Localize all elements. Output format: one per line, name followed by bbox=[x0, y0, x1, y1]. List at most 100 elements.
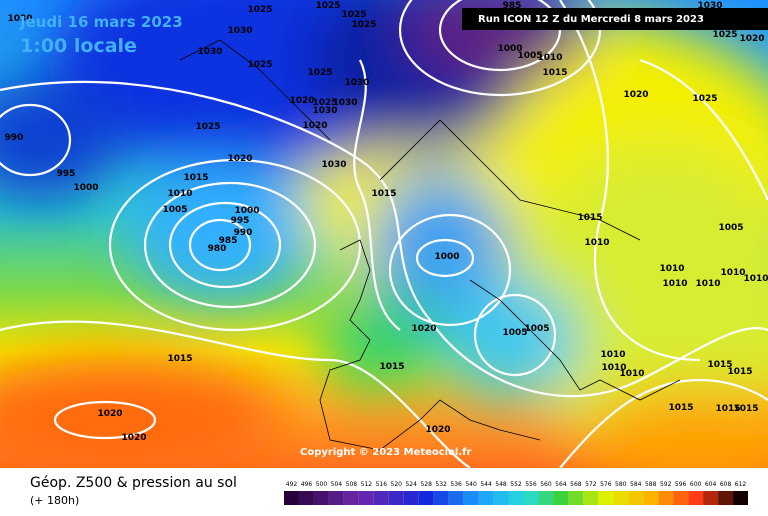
colorbar-label: 560 bbox=[540, 481, 552, 488]
isobars bbox=[0, 0, 768, 468]
colorbar-swatch bbox=[373, 491, 389, 505]
isobar-label: 1025 bbox=[315, 1, 340, 11]
colorbar-label: 564 bbox=[555, 481, 567, 488]
footer-title: Géop. Z500 & pression au sol bbox=[30, 475, 237, 491]
colorbar-swatch bbox=[568, 491, 584, 505]
colorbar-swatch bbox=[478, 491, 494, 505]
valid-time: 1:00 locale bbox=[20, 35, 137, 57]
isobar-label: 1025 bbox=[712, 30, 737, 40]
isobar-label: 1020 bbox=[289, 96, 314, 106]
isobar-label: 1015 bbox=[577, 213, 602, 223]
colorbar-swatch bbox=[284, 491, 299, 505]
colorbar-label: 536 bbox=[450, 481, 462, 488]
isobar-label: 995 bbox=[57, 169, 76, 179]
colorbar-label: 532 bbox=[435, 481, 447, 488]
colorbar-swatch bbox=[718, 491, 734, 505]
isobar-label: 1025 bbox=[312, 98, 337, 108]
isobar-label: 1020 bbox=[227, 154, 252, 164]
colorbar-swatch bbox=[343, 491, 359, 505]
colorbar-label: 512 bbox=[361, 481, 373, 488]
isobar-label: 1020 bbox=[302, 121, 327, 131]
map-background bbox=[0, 0, 768, 490]
isobar-label: 1025 bbox=[341, 10, 366, 20]
colorbar-swatch bbox=[403, 491, 419, 505]
colorbar-swatch bbox=[688, 491, 704, 505]
isobar-label: 1005 bbox=[502, 328, 527, 338]
isobar-label: 1025 bbox=[247, 60, 272, 70]
isobar-label: 1020 bbox=[121, 433, 146, 443]
isobar-label: 1015 bbox=[668, 403, 693, 413]
colorbar-swatch bbox=[703, 491, 719, 505]
isobar-label: 1010 bbox=[743, 274, 768, 284]
colorbar: 492 496 500 504 508 512 516 520 524 528 532 536 540 5… bbox=[284, 481, 748, 505]
isobar-label: 1005 bbox=[162, 205, 187, 215]
valid-date: Jeudi 16 mars 2023 bbox=[19, 13, 183, 31]
isobar-label: 1025 bbox=[195, 122, 220, 132]
colorbar-swatch bbox=[298, 491, 314, 505]
isobar-label: 990 bbox=[5, 133, 24, 143]
isobar-label: 1010 bbox=[601, 363, 626, 373]
isobar-label: 985 bbox=[219, 236, 238, 246]
isobar-label: 1020 bbox=[97, 409, 122, 419]
isobar-label: 980 bbox=[208, 244, 227, 254]
colorbar-swatch bbox=[643, 491, 659, 505]
isobar-label: 1020 bbox=[739, 34, 764, 44]
run-info: Run ICON 12 Z du Mercredi 8 mars 2023 bbox=[478, 14, 704, 25]
copyright: Copyright © 2023 Meteociel.fr bbox=[300, 447, 471, 458]
run-box bbox=[462, 8, 768, 30]
isobar-label: 1000 bbox=[497, 44, 522, 54]
colorbar-swatch bbox=[448, 491, 464, 505]
colorbar-swatch bbox=[628, 491, 644, 505]
isobar-label: 1030 bbox=[197, 47, 222, 57]
colorbar-label: 556 bbox=[525, 481, 537, 488]
isobar-label: 1010 bbox=[600, 350, 625, 360]
isobar-label: 1025 bbox=[351, 20, 376, 30]
isobar-label: 1020 bbox=[411, 324, 436, 334]
isobar-label: 1015 bbox=[733, 404, 758, 414]
colorbar-swatch bbox=[583, 491, 599, 505]
isobar-label: 1030 bbox=[344, 78, 369, 88]
isobar-label: 1005 bbox=[517, 51, 542, 61]
colorbar-label: 588 bbox=[645, 481, 657, 488]
colorbar-label: 576 bbox=[600, 481, 612, 488]
colorbar-label: 508 bbox=[346, 481, 358, 488]
isobar-label: 1015 bbox=[183, 173, 208, 183]
colorbar-label: 520 bbox=[391, 481, 403, 488]
isobar-label: 1010 bbox=[662, 279, 687, 289]
isobar-label: 1000 bbox=[73, 183, 98, 193]
colorbar-swatch bbox=[328, 491, 344, 505]
colorbar-swatch bbox=[613, 491, 629, 505]
isobar-label: 1000 bbox=[234, 206, 259, 216]
isobar-label: 1030 bbox=[312, 106, 337, 116]
colorbar-swatch bbox=[493, 491, 509, 505]
isobar-label: 1010 bbox=[167, 189, 192, 199]
isobar-label: 1030 bbox=[227, 26, 252, 36]
isobar-label: 1015 bbox=[542, 68, 567, 78]
isobar-label: 1030 bbox=[7, 14, 32, 24]
isobar-label: 1010 bbox=[659, 264, 684, 274]
isobar-label: 1015 bbox=[379, 362, 404, 372]
isobar-label: 1010 bbox=[695, 279, 720, 289]
colorbar-swatch bbox=[598, 491, 614, 505]
colorbar-label: 548 bbox=[495, 481, 507, 488]
colorbar-swatch bbox=[658, 491, 674, 505]
isobar-label: 1015 bbox=[727, 367, 752, 377]
isobar-label: 1005 bbox=[524, 324, 549, 334]
colorbar-label: 612 bbox=[735, 481, 747, 488]
colorbar-label: 604 bbox=[705, 481, 717, 488]
colorbar-label: 572 bbox=[585, 481, 597, 488]
isobar-label: 1025 bbox=[247, 5, 272, 15]
isobar-label: 1020 bbox=[425, 425, 450, 435]
colorbar-label: 592 bbox=[660, 481, 672, 488]
colorbar-swatch bbox=[358, 491, 374, 505]
colorbar-label: 608 bbox=[720, 481, 732, 488]
isobar-label: 1015 bbox=[371, 189, 396, 199]
isobar-label: 1000 bbox=[434, 252, 459, 262]
colorbar-label: 552 bbox=[510, 481, 522, 488]
isobar-label: 1010 bbox=[619, 369, 644, 379]
isobar-label: 990 bbox=[234, 228, 253, 238]
footer-lead: (+ 180h) bbox=[30, 494, 79, 507]
